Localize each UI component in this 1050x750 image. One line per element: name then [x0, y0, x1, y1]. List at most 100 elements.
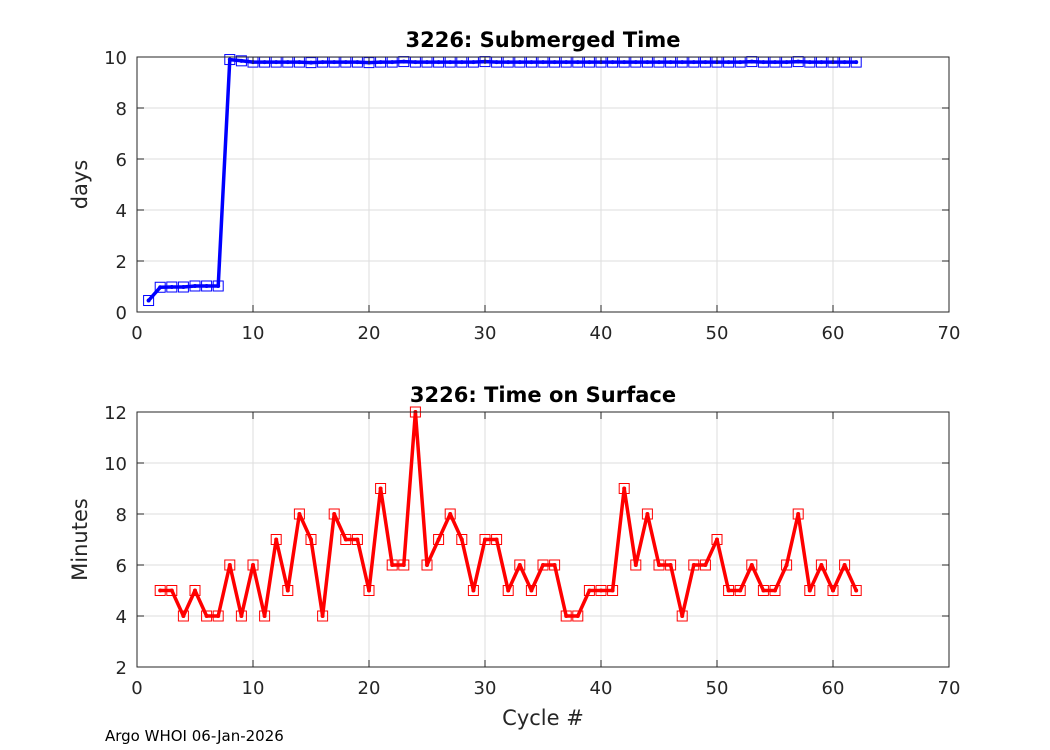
time-on-surface-data-dot — [367, 588, 371, 593]
time-on-surface-data-dot — [436, 537, 441, 542]
submerged-time-data-dot — [471, 60, 476, 65]
submerged-time-data-dot — [645, 60, 650, 65]
time-on-surface-x-tick-label: 70 — [938, 678, 961, 699]
submerged-time-data-dot — [680, 60, 685, 65]
time-on-surface-x-tick-label: 30 — [474, 678, 497, 699]
submerged-time-data-dot — [726, 60, 731, 65]
submerged-time-data-dot — [146, 298, 151, 303]
time-on-surface-y-tick-label: 8 — [116, 505, 127, 526]
time-on-surface-data-point — [665, 559, 677, 571]
time-on-surface-data-dot — [158, 588, 163, 593]
time-on-surface-data-dot — [309, 537, 313, 542]
time-on-surface-x-tick-label: 60 — [822, 678, 845, 699]
time-on-surface-data-dot — [355, 537, 360, 542]
time-on-surface-data-dot — [274, 537, 279, 542]
submerged-time-data-point — [154, 281, 166, 293]
submerged-time-y-tick-label: 8 — [116, 99, 127, 120]
submerged-time-data-dot — [575, 60, 580, 65]
time-on-surface-data-point — [641, 508, 653, 520]
time-on-surface-data-dot — [285, 588, 290, 593]
time-on-surface-data-point — [282, 585, 294, 596]
submerged-time-data-dot — [274, 60, 279, 65]
time-on-surface-data-point — [189, 585, 201, 596]
submerged-time-data-dot — [378, 60, 383, 65]
time-on-surface-x-tick-label: 10 — [242, 678, 265, 699]
submerged-time-data-dot — [158, 285, 163, 290]
time-on-surface-data-point — [270, 534, 282, 545]
time-on-surface-x-label: Cycle # — [502, 706, 584, 730]
time-on-surface-data-dot — [459, 537, 464, 542]
time-on-surface-data-dot — [645, 512, 650, 516]
time-on-surface-data-dot — [633, 563, 638, 567]
time-on-surface-data-point — [699, 559, 711, 571]
time-on-surface-data-point — [549, 559, 561, 571]
time-on-surface-y-tick-label: 4 — [116, 607, 127, 628]
time-on-surface-data-point — [351, 534, 363, 545]
time-on-surface-data-point — [340, 534, 352, 545]
time-on-surface-data-dot — [506, 588, 511, 593]
time-on-surface-data-dot — [216, 614, 221, 618]
time-on-surface-data-point — [734, 585, 746, 596]
time-on-surface-data-point — [688, 559, 700, 571]
time-on-surface-data-dot — [575, 614, 580, 618]
time-on-surface-data-dot — [390, 563, 395, 567]
submerged-time-x-tick-label: 50 — [706, 323, 729, 344]
time-on-surface-data-point — [502, 585, 514, 596]
submerged-time-data-point — [166, 281, 178, 293]
submerged-time-x-tick-label: 0 — [131, 323, 142, 344]
time-on-surface-x-ticks: 0 10 20 30 40 50 60 70 — [131, 412, 960, 699]
submerged-time-data-dot — [413, 60, 418, 65]
submerged-time-y-label: days — [68, 160, 92, 210]
time-on-surface-data-point — [154, 585, 166, 596]
submerged-time-y-tick-label: 4 — [116, 201, 127, 222]
time-on-surface-data-point — [792, 508, 804, 520]
time-on-surface-data-dot — [343, 537, 348, 542]
submerged-time-data-dot — [181, 285, 186, 290]
time-on-surface-data-point — [583, 585, 595, 596]
time-on-surface-data-dot — [471, 588, 476, 593]
time-on-surface-y-label: Minutes — [68, 498, 92, 581]
time-on-surface-plot-area — [137, 412, 949, 667]
submerged-time-data-dot — [425, 60, 429, 65]
time-on-surface-y-tick-label: 10 — [104, 454, 127, 475]
time-on-surface-data-dot — [819, 563, 824, 567]
time-on-surface-data-dot — [483, 537, 487, 542]
time-on-surface-data-point — [804, 585, 816, 596]
time-on-surface-data-point — [607, 585, 619, 596]
time-on-surface-x-tick-label: 50 — [706, 678, 729, 699]
time-on-surface-data-point — [305, 534, 317, 545]
submerged-time-data-dot — [761, 60, 766, 65]
time-on-surface-data-dot — [842, 563, 847, 567]
time-on-surface-data-point — [850, 585, 862, 596]
submerged-time-data-dot — [227, 57, 232, 62]
time-on-surface-data-dot — [297, 512, 302, 516]
time-on-surface-data-point — [827, 585, 839, 596]
submerged-time-data-dot — [332, 60, 337, 65]
submerged-time-y-tick-label: 0 — [116, 303, 127, 324]
time-on-surface-data-point — [769, 585, 781, 596]
time-on-surface-data-dot — [657, 563, 661, 567]
time-on-surface-data-dot — [784, 563, 789, 567]
time-on-surface-data-point — [653, 559, 665, 571]
submerged-time-chart: 0 10 20 30 40 50 60 70 0 2 4 6 8 10 3226: Submerged … — [68, 28, 960, 344]
submerged-time-data-point — [235, 55, 247, 67]
submerged-time-x-tick-label: 70 — [938, 323, 961, 344]
time-on-surface-data-dot — [529, 588, 534, 593]
submerged-time-data-point — [177, 281, 189, 293]
time-on-surface-data-point — [781, 559, 793, 571]
submerged-time-data-point — [305, 57, 317, 69]
submerged-time-data-dot — [564, 60, 569, 65]
submerged-time-data-point — [201, 280, 213, 292]
submerged-time-axes-box — [136, 56, 950, 313]
time-on-surface-data-point — [757, 585, 769, 596]
time-on-surface-data-point — [375, 483, 387, 494]
time-on-surface-data-dot — [703, 563, 708, 567]
time-on-surface-data-dot — [320, 614, 325, 618]
time-on-surface-data-dot — [587, 588, 592, 593]
submerged-time-x-ticks: 0 10 20 30 40 50 60 70 — [131, 57, 960, 344]
submerged-time-data-dot — [657, 60, 661, 65]
time-on-surface-data-dot — [425, 563, 429, 567]
submerged-time-data-dot — [506, 60, 511, 65]
submerged-time-data-dot — [401, 59, 406, 64]
time-on-surface-series — [154, 406, 862, 622]
